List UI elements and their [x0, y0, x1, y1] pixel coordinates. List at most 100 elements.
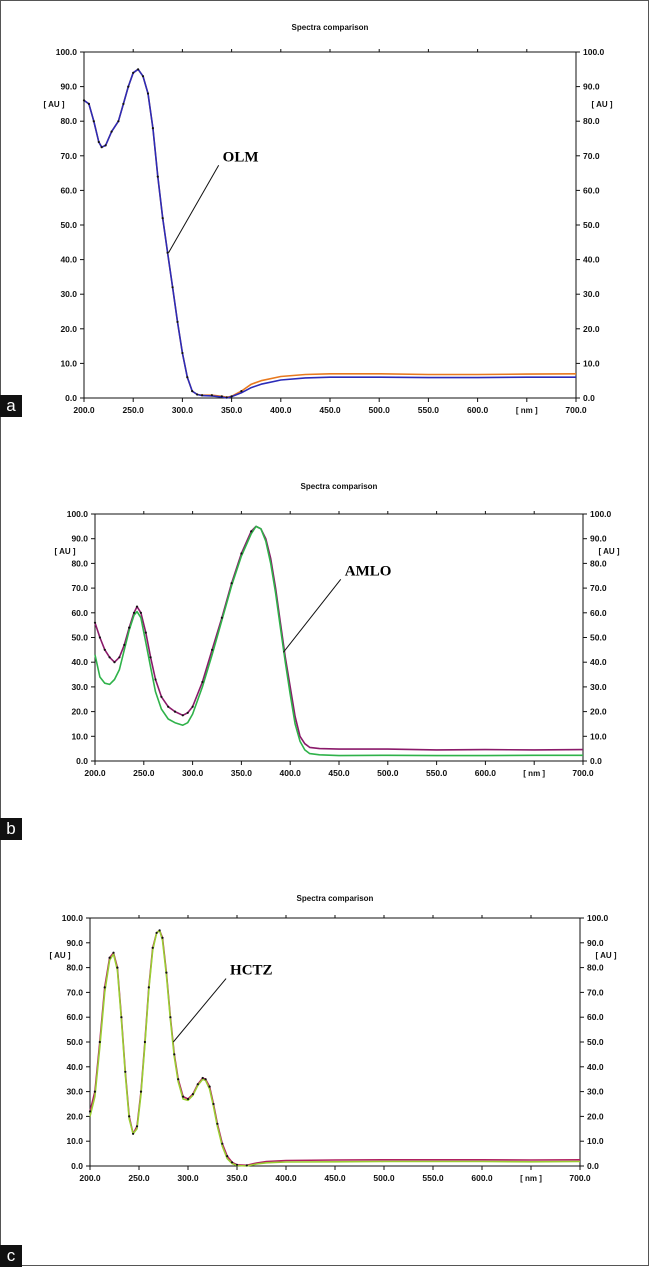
spectrum-point: [191, 1093, 194, 1096]
spectrum-point: [176, 320, 179, 323]
spectrum-point: [132, 611, 136, 614]
x-tick-label: 300.0: [182, 768, 204, 778]
y-tick-label-left: 90.0: [71, 534, 88, 544]
y-tick-label-left: 30.0: [71, 682, 88, 692]
panel-b-spectrum-chart: Spectra comparison 0.0 0.0 10.0 10.0 20.0 20.0…: [54, 482, 619, 778]
chart-title: Spectra comparison: [297, 894, 374, 903]
spectrum-point: [87, 102, 90, 105]
spectrum-point: [160, 695, 163, 698]
spectrum-point: [98, 636, 101, 639]
y-tick-label-left: 100.0: [62, 913, 84, 923]
annotation-leader-line: [168, 165, 220, 253]
y-tick-label-left: 100.0: [67, 509, 89, 519]
x-tick-label: 350.0: [221, 405, 243, 415]
spectrum-point: [132, 71, 135, 74]
x-tick-label: 550.0: [426, 768, 448, 778]
y-tick-label-left: 60.0: [66, 1012, 83, 1022]
spectrum-point: [103, 648, 106, 651]
spectrum-point: [92, 120, 95, 123]
compound-label: HCTZ: [230, 963, 273, 979]
spectrum-line-1: [83, 68, 577, 399]
x-tick-label: 500.0: [373, 1173, 395, 1183]
x-tick-label: 700.0: [572, 768, 594, 778]
spectrum-point: [88, 1110, 92, 1113]
spectrum-point: [146, 92, 150, 95]
spectrum-point: [151, 946, 154, 949]
y-tick-label-left: 80.0: [66, 963, 83, 973]
spectrum-point: [165, 971, 168, 974]
spectrum-point: [240, 390, 243, 393]
y-tick-label-right: 80.0: [587, 963, 604, 973]
spectrum-point: [123, 643, 126, 646]
spectrum-point: [113, 661, 116, 664]
x-tick-label: 200.0: [73, 405, 95, 415]
y-tick-label-right: 100.0: [583, 47, 605, 57]
y-tick-label-right: 0.0: [587, 1161, 599, 1171]
spectrum-point: [250, 530, 253, 533]
y-tick-label-left: 90.0: [60, 82, 77, 92]
spectrum-point: [93, 621, 97, 624]
spectrum-point: [173, 710, 177, 713]
spectrum-point: [226, 1155, 229, 1158]
spectrum-point: [117, 120, 120, 123]
spectrum-point: [167, 705, 170, 708]
spectrum-point: [161, 936, 164, 939]
x-tick-label: 550.0: [422, 1173, 444, 1183]
spectrum-point: [201, 680, 204, 684]
spectrum-point: [220, 395, 223, 398]
y-tick-label-right: 70.0: [587, 987, 604, 997]
spectrum-point: [127, 85, 130, 88]
y-tick-label-right: 50.0: [587, 1037, 604, 1047]
y-tick-label-right: 100.0: [587, 913, 609, 923]
spectrum-point: [161, 217, 164, 220]
y-tick-label-right: 30.0: [587, 1087, 604, 1097]
spectrum-point: [82, 99, 86, 102]
spectrum-point: [137, 68, 140, 71]
x-tick-label: 400.0: [270, 405, 292, 415]
y-tick-label-right: 100.0: [590, 509, 612, 519]
y-tick-label-left: 100.0: [56, 47, 78, 57]
spectrum-point: [98, 1040, 101, 1044]
x-tick-label: 500.0: [369, 405, 391, 415]
spectrum-point: [132, 1132, 135, 1135]
x-tick-label: 250.0: [128, 1173, 150, 1183]
y-tick-label-right: 20.0: [587, 1111, 604, 1121]
spectrum-point: [100, 146, 103, 149]
x-tick-label: 300.0: [172, 405, 194, 415]
panel-label-c: c: [0, 1245, 22, 1267]
spectrum-point: [201, 1076, 204, 1080]
x-tick-label: 400.0: [275, 1173, 297, 1183]
spectrum-point: [204, 1078, 207, 1081]
spectrum-point: [141, 75, 145, 78]
spectrum-point: [220, 616, 223, 619]
y-tick-label-left: 70.0: [71, 583, 88, 593]
spectrum-point: [151, 127, 154, 130]
spectrum-point: [118, 656, 121, 659]
x-tick-label: 700.0: [565, 405, 587, 415]
y-tick-label-left: 50.0: [71, 633, 88, 643]
compound-label: AMLO: [345, 563, 392, 579]
spectrum-point: [216, 1122, 219, 1125]
y-tick-label-right: 50.0: [583, 220, 600, 230]
spectrum-point: [171, 286, 174, 289]
y-tick-label-right: 90.0: [587, 938, 604, 948]
spectrum-point: [120, 1016, 123, 1019]
y-tick-label-left: 30.0: [60, 289, 77, 299]
y-tick-label-left: 90.0: [66, 938, 83, 948]
y-tick-label-right: 20.0: [590, 707, 607, 717]
spectrum-point: [110, 130, 113, 133]
spectrum-point: [235, 1163, 239, 1166]
x-axis-unit-label: [ nm ]: [523, 769, 545, 778]
y-axis-unit-label-right: [ AU ]: [595, 951, 616, 960]
y-tick-label-right: 60.0: [587, 1012, 604, 1022]
y-tick-label-right: 10.0: [583, 358, 600, 368]
y-axis-unit-label-left: [ AU ]: [43, 100, 64, 109]
x-tick-label: 300.0: [177, 1173, 199, 1183]
spectrum-point: [191, 705, 194, 708]
y-tick-label-left: 80.0: [60, 116, 77, 126]
y-tick-label-right: 0.0: [590, 756, 602, 766]
spectrum-point: [116, 966, 119, 969]
spectrum-point: [225, 396, 228, 399]
spectrum-point: [201, 394, 204, 397]
spectrum-point: [122, 102, 125, 105]
